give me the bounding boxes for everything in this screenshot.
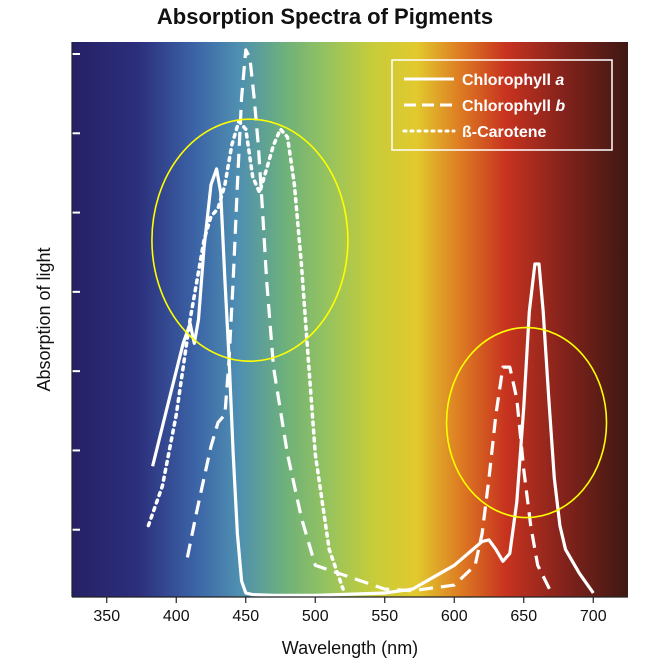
- series-line-solid: [151, 167, 595, 598]
- chart-title: Absorption Spectra of Pigments: [156, 4, 494, 29]
- x-tick-label: 350: [93, 608, 120, 625]
- highlight-ellipse: [151, 118, 349, 363]
- x-tick-label: 650: [510, 608, 537, 625]
- series-line-dashed: [185, 48, 553, 594]
- x-tick-label: 550: [371, 608, 398, 625]
- legend-label: Chlorophyll b: [462, 98, 565, 115]
- legend-label: Chlorophyll a: [462, 72, 564, 89]
- legend-label: ß-Carotene: [462, 124, 547, 141]
- highlight-ellipse: [445, 326, 608, 519]
- x-tick-label: 700: [580, 608, 607, 625]
- legend-box: [391, 59, 613, 151]
- x-tick-label: 450: [232, 608, 259, 625]
- legend: Chlorophyll a Chlorophyll b ß-Carotene: [391, 59, 613, 151]
- series-line-dotted: [146, 119, 345, 591]
- x-tick-label: 600: [441, 608, 468, 625]
- x-axis-label: Wavelength (nm): [282, 638, 418, 658]
- y-axis-label: Absorption of light: [34, 247, 54, 391]
- spectrum-background: [72, 42, 628, 597]
- x-tick-label: 400: [163, 608, 190, 625]
- x-tick-label: 500: [302, 608, 329, 625]
